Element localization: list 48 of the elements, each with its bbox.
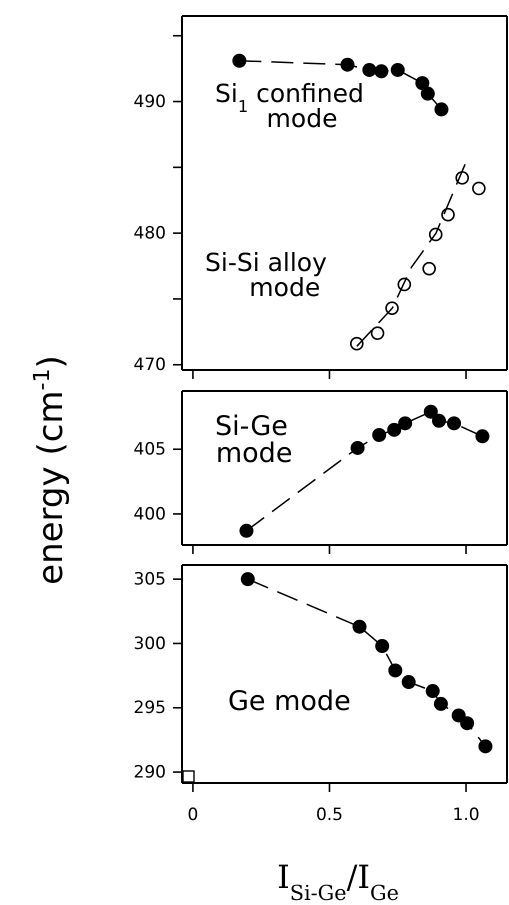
point	[420, 86, 435, 101]
annotation: Ge mode	[228, 686, 351, 717]
point	[402, 675, 416, 690]
annotation: Si-Ge mode	[215, 411, 292, 469]
annotation: Si-Si alloy mode	[205, 248, 328, 302]
point	[424, 404, 438, 419]
point	[352, 620, 367, 634]
x-tick-label: 0	[188, 805, 198, 826]
point	[460, 716, 474, 730]
y-tick-label: 470	[134, 355, 166, 376]
y-tick-label: 405	[134, 440, 166, 460]
point	[452, 708, 466, 722]
point	[240, 572, 255, 586]
point	[387, 422, 402, 437]
point	[432, 414, 446, 428]
point	[232, 54, 246, 68]
x-tick-label: 0.5	[316, 805, 343, 826]
point	[478, 739, 492, 754]
point	[398, 416, 412, 430]
point	[388, 663, 402, 678]
y-tick-label: 305	[134, 570, 166, 590]
y-tick-label: 300	[134, 634, 166, 654]
point	[426, 684, 440, 698]
y-tick-label: 290	[134, 762, 166, 783]
point	[375, 639, 390, 654]
point	[372, 428, 386, 442]
point	[422, 262, 436, 276]
y-tick-label: 490	[134, 92, 166, 112]
point	[390, 62, 405, 77]
point	[340, 58, 355, 72]
point	[374, 64, 388, 78]
point	[350, 440, 365, 455]
point	[447, 416, 462, 430]
point	[415, 76, 430, 90]
point	[441, 208, 455, 222]
annotation: Si$_{1}$ confined mode	[215, 79, 364, 133]
point	[475, 429, 490, 444]
point	[362, 62, 376, 77]
y-tick-label: 480	[134, 224, 166, 244]
point	[370, 326, 384, 340]
point	[434, 102, 448, 116]
point	[434, 696, 448, 711]
point	[472, 182, 486, 196]
x-tick-label: 1.0	[452, 805, 480, 826]
y-tick-label: 400	[134, 504, 166, 524]
point	[239, 524, 254, 538]
x-axis-title: I$_{Si-Ge}$/I$_{Ge}$	[277, 858, 399, 905]
y-tick-label: 295	[134, 698, 166, 718]
